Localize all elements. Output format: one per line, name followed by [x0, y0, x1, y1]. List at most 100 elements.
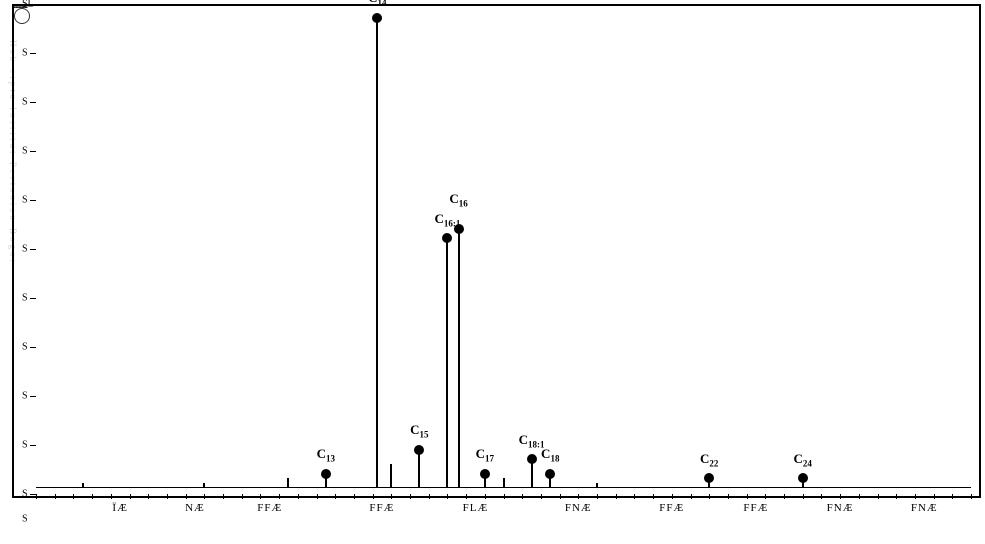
- x-minor-tick: [541, 494, 542, 499]
- peak-marker-icon: [545, 469, 555, 479]
- x-minor-tick: [765, 494, 766, 499]
- x-minor-tick: [915, 494, 916, 499]
- peak: [458, 229, 460, 488]
- x-tick-label: FFÆ: [659, 502, 684, 514]
- x-minor-tick: [504, 494, 505, 499]
- x-minor-tick: [55, 494, 56, 499]
- peak: [376, 18, 378, 488]
- x-minor-tick: [522, 494, 523, 499]
- peak-label: C24: [793, 451, 811, 469]
- x-minor-tick: [223, 494, 224, 499]
- x-minor-tick: [560, 494, 561, 499]
- noise-peak: [390, 464, 392, 488]
- x-tick-label: FNÆ: [565, 502, 592, 514]
- x-minor-tick: [335, 494, 336, 499]
- peak-label: C22: [700, 451, 718, 469]
- y-tick-label: S: [22, 195, 28, 206]
- x-minor-tick: [111, 494, 112, 499]
- x-minor-tick: [878, 494, 879, 499]
- x-minor-tick: [485, 494, 486, 499]
- x-tick-label: NÆ: [185, 502, 205, 514]
- y-tick: [30, 347, 36, 348]
- x-tick-label: ÏÆ: [112, 502, 127, 514]
- y-tick-label: S: [22, 440, 28, 451]
- x-minor-tick: [260, 494, 261, 499]
- y-tick: [30, 249, 36, 250]
- y-tick-label: S: [22, 293, 28, 304]
- x-minor-tick: [616, 494, 617, 499]
- y-tick: [30, 200, 36, 201]
- x-tick-label: FFÆ: [257, 502, 282, 514]
- x-minor-tick: [429, 494, 430, 499]
- x-minor-tick: [354, 494, 355, 499]
- x-minor-tick: [73, 494, 74, 499]
- x-minor-tick: [784, 494, 785, 499]
- y-tick-label: S: [22, 146, 28, 157]
- peak-marker-icon: [321, 469, 331, 479]
- y-tick: [30, 396, 36, 397]
- x-minor-tick: [36, 494, 37, 499]
- peak-marker-icon: [442, 233, 452, 243]
- peak-marker-icon: [414, 445, 424, 455]
- noise-peak: [203, 483, 205, 488]
- x-minor-tick: [92, 494, 93, 499]
- x-minor-tick: [934, 494, 935, 499]
- y-tick: [30, 298, 36, 299]
- noise-peak: [82, 483, 84, 488]
- x-minor-tick: [204, 494, 205, 499]
- x-minor-tick: [971, 494, 972, 499]
- peak-marker-icon: [704, 473, 714, 483]
- y-tick-label: S: [22, 514, 28, 525]
- x-tick-label: FNÆ: [911, 502, 938, 514]
- x-minor-tick: [391, 494, 392, 499]
- y-tick: [30, 53, 36, 54]
- peak-marker-icon: [480, 469, 490, 479]
- peak-marker-icon: [527, 454, 537, 464]
- noise-peak: [596, 483, 598, 488]
- x-minor-tick: [242, 494, 243, 499]
- y-tick: [30, 151, 36, 152]
- x-minor-tick: [747, 494, 748, 499]
- x-minor-tick: [859, 494, 860, 499]
- y-tick-label: S: [22, 489, 28, 500]
- x-minor-tick: [840, 494, 841, 499]
- peak-marker-icon: [798, 473, 808, 483]
- peak-label: C18: [541, 446, 559, 464]
- y-tick-label: S: [22, 391, 28, 402]
- noise-peak: [503, 478, 505, 488]
- peak-marker-icon: [454, 224, 464, 234]
- x-minor-tick: [634, 494, 635, 499]
- x-minor-tick: [317, 494, 318, 499]
- peak-label: C13: [317, 446, 335, 464]
- x-minor-tick: [148, 494, 149, 499]
- x-minor-tick: [167, 494, 168, 499]
- chromatogram-plot: C13C14C15C16:1C16C17C18:1C18C22C24: [36, 8, 971, 488]
- peak-label: C17: [476, 446, 494, 464]
- x-minor-tick: [373, 494, 374, 499]
- x-minor-tick: [803, 494, 804, 499]
- y-tick-label: S: [22, 244, 28, 255]
- x-tick-label: FNÆ: [827, 502, 854, 514]
- y-tick-label: S: [22, 97, 28, 108]
- peak: [418, 450, 420, 488]
- x-minor-tick: [896, 494, 897, 499]
- peak-marker-icon: [372, 13, 382, 23]
- x-minor-tick: [298, 494, 299, 499]
- x-minor-tick: [821, 494, 822, 499]
- y-tick-label: S: [22, 48, 28, 59]
- x-tick-label: FLÆ: [463, 502, 489, 514]
- y-tick-label: SL: [22, 0, 34, 10]
- peak: [446, 238, 448, 488]
- peak-label: C14: [368, 0, 386, 8]
- x-minor-tick: [410, 494, 411, 499]
- x-minor-tick: [597, 494, 598, 499]
- x-tick-label: FFÆ: [743, 502, 768, 514]
- x-tick-label: FFÆ: [369, 502, 394, 514]
- x-minor-tick: [952, 494, 953, 499]
- x-minor-tick: [447, 494, 448, 499]
- y-tick: [30, 445, 36, 446]
- peak-label: C15: [410, 422, 428, 440]
- x-minor-tick: [279, 494, 280, 499]
- y-tick: [30, 102, 36, 103]
- peak-label: C16: [449, 191, 467, 209]
